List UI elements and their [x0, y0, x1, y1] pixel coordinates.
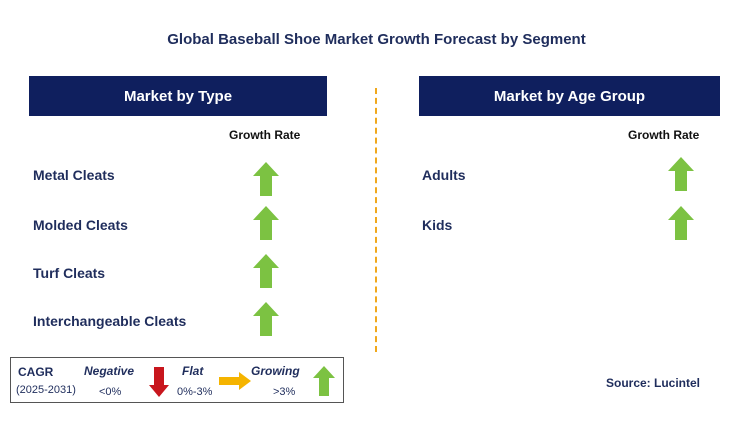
- age-growth-rate-label: Growth Rate: [628, 128, 700, 142]
- growing-arrow-icon: [253, 302, 279, 336]
- segment-metal-cleats: Metal Cleats: [33, 167, 115, 183]
- segment-turf-cleats: Turf Cleats: [33, 265, 106, 281]
- negative-arrow-icon: [149, 367, 169, 397]
- legend-growing-value: >3%: [273, 386, 296, 398]
- type-panel-header: Market by Type: [29, 76, 327, 116]
- segment-kids: Kids: [422, 217, 453, 233]
- growing-arrow-icon: [253, 206, 279, 240]
- legend-cagr-label: CAGR: [18, 365, 54, 379]
- segment-adults: Adults: [422, 167, 466, 183]
- growing-arrow-icon: [253, 254, 279, 288]
- flat-arrow-icon: [219, 372, 251, 390]
- legend-growing-label: Growing: [251, 364, 300, 378]
- cagr-legend: CAGR (2025-2031) Negative <0% Flat 0%-3%…: [10, 357, 344, 403]
- growing-arrow-icon: [313, 366, 335, 396]
- panel-divider: [375, 88, 377, 352]
- legend-negative-label: Negative: [84, 364, 135, 378]
- growing-arrow-icon: [668, 206, 694, 240]
- growing-arrow-icon: [668, 157, 694, 191]
- legend-flat-value: 0%-3%: [177, 386, 213, 398]
- growing-arrow-icon: [253, 162, 279, 196]
- legend-negative-value: <0%: [99, 386, 122, 398]
- legend-flat-label: Flat: [182, 364, 204, 378]
- segment-interchangeable-cleats: Interchangeable Cleats: [33, 313, 187, 329]
- chart-title: Global Baseball Shoe Market Growth Forec…: [167, 31, 586, 48]
- source-credit: Source: Lucintel: [606, 376, 701, 390]
- type-growth-rate-label: Growth Rate: [229, 128, 301, 142]
- segment-molded-cleats: Molded Cleats: [33, 217, 128, 233]
- legend-period: (2025-2031): [16, 384, 76, 396]
- age-group-panel-header: Market by Age Group: [419, 76, 720, 116]
